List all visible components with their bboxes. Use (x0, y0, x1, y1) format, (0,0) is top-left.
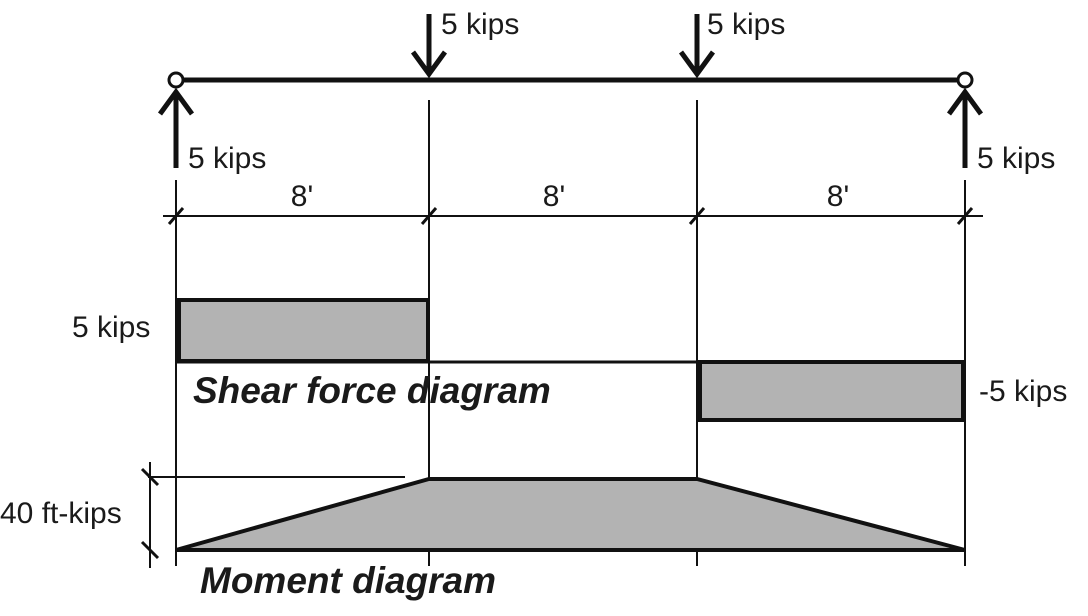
right-support-pin (956, 71, 974, 89)
moment-diagram-title: Moment diagram (200, 560, 496, 601)
span-1-label: 8' (291, 180, 313, 213)
shear-force-diagram (176, 298, 965, 422)
span-3-label: 8' (827, 180, 849, 213)
shear-diagram-title: Shear force diagram (193, 370, 551, 411)
right-reaction-label: 5 kips (977, 142, 1055, 175)
point-load-2-arrow (678, 14, 716, 79)
left-support-pin (167, 71, 185, 89)
left-reaction-arrow (157, 87, 195, 168)
right-reaction-arrow (946, 87, 984, 168)
moment-diagram (175, 477, 966, 552)
span-2-label: 8' (543, 180, 565, 213)
point-load-2-label: 5 kips (707, 8, 785, 41)
shear-negative-block (698, 360, 965, 422)
point-load-1-label: 5 kips (441, 8, 519, 41)
shear-positive-block (177, 298, 430, 363)
moment-area (175, 477, 966, 552)
shear-positive-label: 5 kips (72, 311, 150, 344)
moment-max-label: 40 ft-kips (0, 497, 122, 530)
shear-negative-label: -5 kips (979, 375, 1067, 408)
moment-dimension (140, 462, 405, 568)
point-load-1-arrow (410, 14, 448, 79)
dimension-line (163, 207, 983, 225)
left-reaction-label: 5 kips (188, 142, 266, 175)
